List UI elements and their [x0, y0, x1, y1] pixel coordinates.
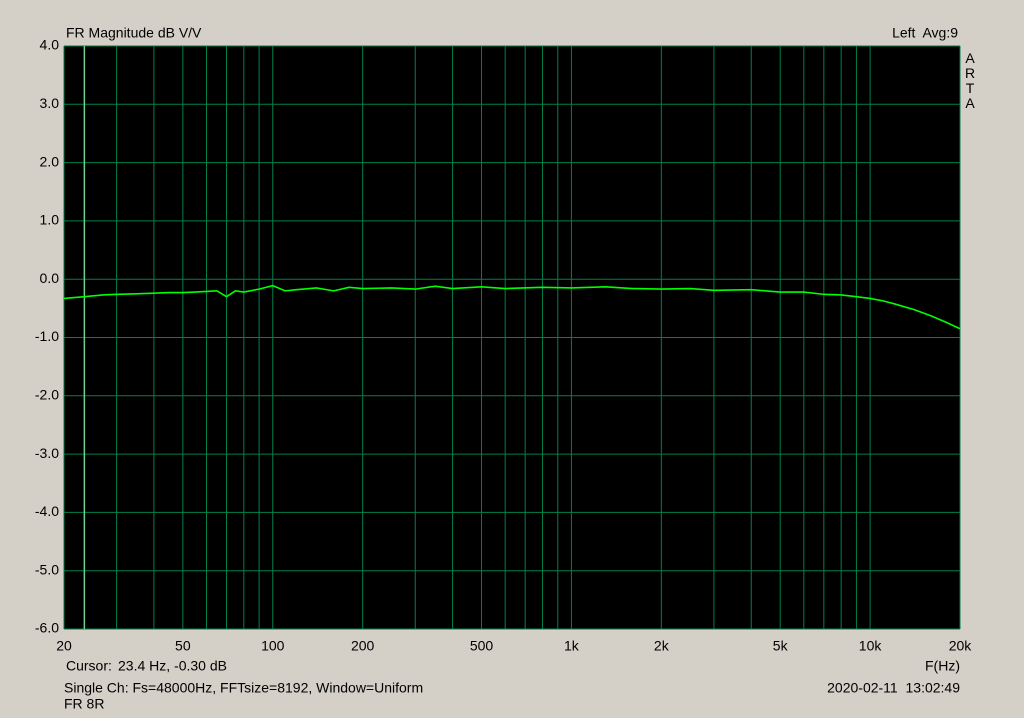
y-tick-label: -6.0 [35, 620, 59, 636]
status: Left Avg:9 [892, 25, 958, 41]
x-tick-label: 10k [859, 638, 883, 654]
x-tick-label: 100 [261, 638, 285, 654]
watermark: ARTA [962, 50, 978, 110]
measurement-name: FR 8R [64, 696, 104, 712]
timestamp: 2020-02-11 13:02:49 [827, 680, 960, 696]
x-axis-label: F(Hz) [925, 658, 960, 674]
info: Single Ch: Fs=48000Hz, FFTsize=8192, Win… [64, 680, 423, 696]
x-tick-label: 20 [56, 638, 72, 654]
chart-title: FR Magnitude dB V/V [66, 25, 202, 41]
cursor-text: 23.4 Hz, -0.30 dB [118, 658, 227, 674]
y-tick-label: -3.0 [35, 445, 59, 461]
x-tick-label: 500 [470, 638, 494, 654]
y-tick-label: 3.0 [40, 95, 60, 111]
x-tick-label: 1k [564, 638, 580, 654]
y-tick-label: -2.0 [35, 387, 59, 403]
response-line [63, 284, 961, 330]
cursor-label: Cursor: [66, 658, 112, 674]
y-tick-label: -5.0 [35, 561, 59, 577]
y-tick-label: 0.0 [40, 270, 60, 286]
y-tick-label: 2.0 [40, 153, 60, 169]
y-tick-label: -4.0 [35, 503, 59, 519]
x-tick-label: 50 [175, 638, 191, 654]
y-tick-label: 4.0 [40, 37, 60, 53]
x-tick-label: 20k [949, 638, 973, 654]
y-tick-label: 1.0 [40, 212, 60, 228]
x-tick-label: 5k [773, 638, 789, 654]
x-tick-label: 2k [654, 638, 670, 654]
x-tick-label: 200 [351, 638, 375, 654]
y-tick-label: -1.0 [35, 328, 59, 344]
